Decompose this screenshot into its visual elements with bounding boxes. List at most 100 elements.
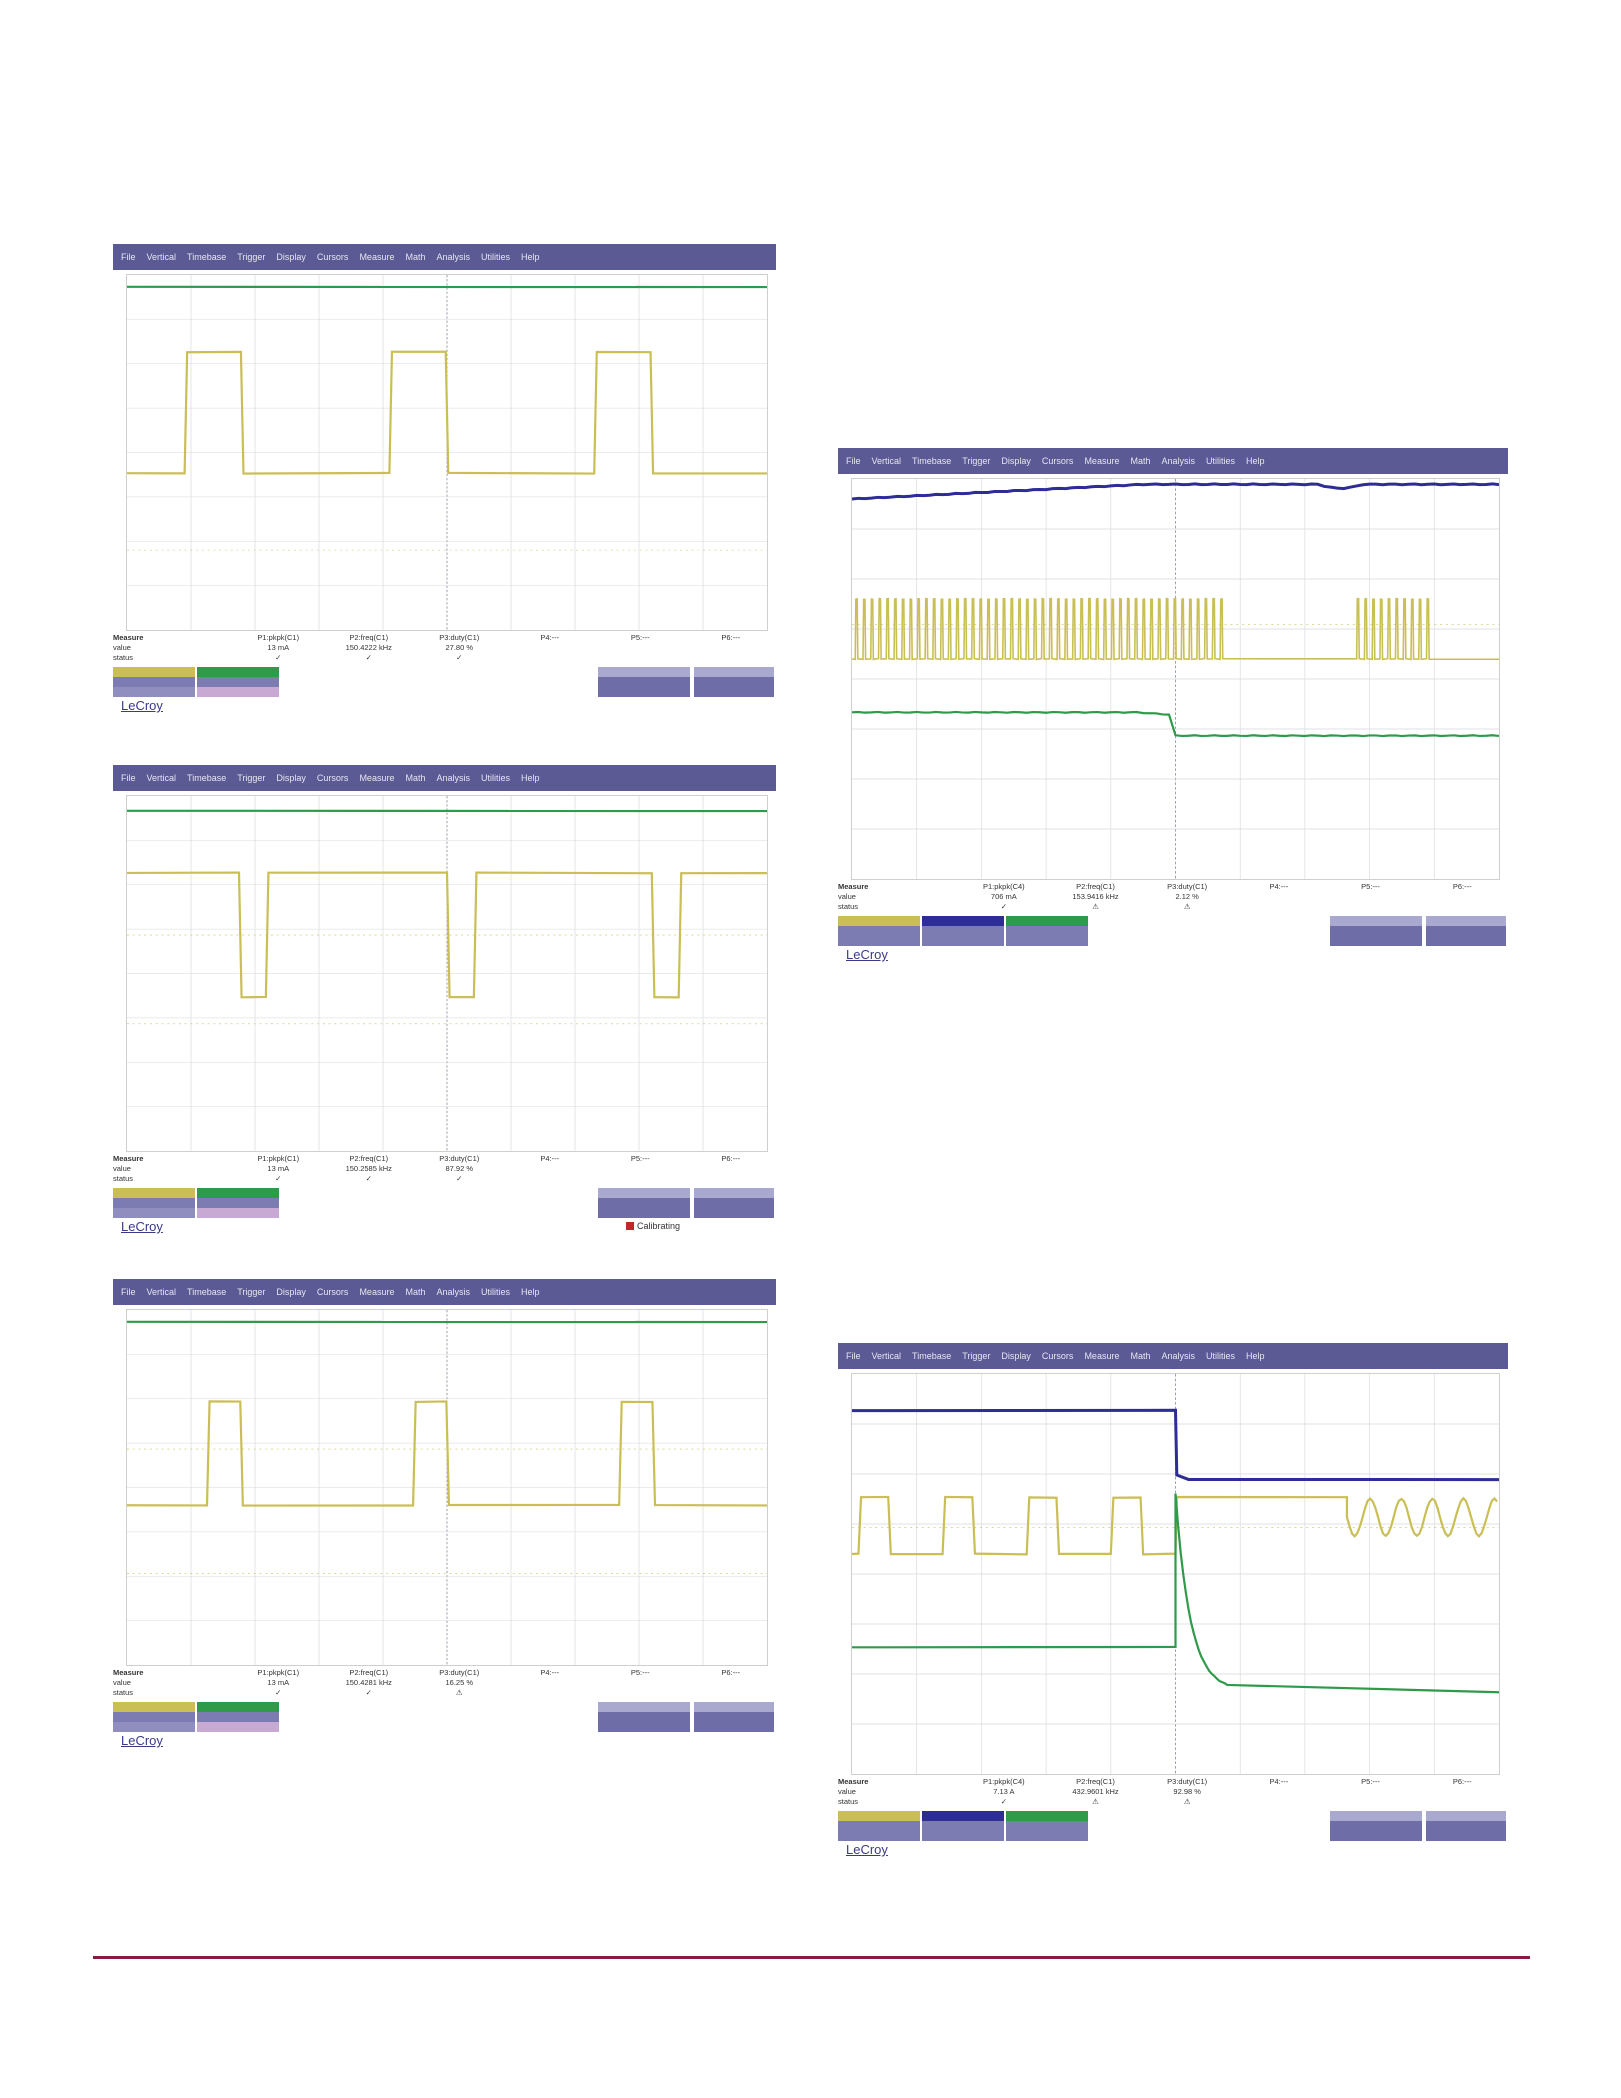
menu-item-utilities[interactable]: Utilities [480,1287,510,1297]
measure-name-cell[interactable]: P4:--- [1269,882,1289,891]
channel-descriptor-3[interactable] [1006,916,1088,946]
measure-name-cell[interactable]: P1:pkpk(C1) [257,1154,300,1163]
measure-name-cell[interactable]: P1:pkpk(C1) [257,633,300,642]
menu-item-file[interactable]: File [121,1287,136,1297]
measure-name-cell[interactable]: P1:pkpk(C1) [257,1668,300,1677]
menu-item-analysis[interactable]: Analysis [436,252,470,262]
measure-name-cell[interactable]: P2:freq(C1) [1076,1777,1115,1786]
menu-item-analysis[interactable]: Analysis [1161,456,1195,466]
menu-item-utilities[interactable]: Utilities [480,773,510,783]
trigger-descriptor[interactable] [1426,916,1506,946]
menu-item-display[interactable]: Display [1001,456,1031,466]
menu-item-utilities[interactable]: Utilities [1205,456,1235,466]
measure-name-cell[interactable]: P6:--- [1452,1777,1472,1786]
menu-item-utilities[interactable]: Utilities [480,252,510,262]
measure-name-cell[interactable]: P3:duty(C1) [1167,1777,1208,1786]
menu-item-file[interactable]: File [121,773,136,783]
menu-item-vertical[interactable]: Vertical [146,1287,177,1297]
menu-item-timebase[interactable]: Timebase [912,1351,952,1361]
menu-item-help[interactable]: Help [521,252,540,262]
trigger-descriptor[interactable] [694,1702,774,1732]
measure-name-cell[interactable]: P6:--- [721,1154,741,1163]
math-descriptor[interactable] [197,1722,279,1732]
menu-item-vertical[interactable]: Vertical [871,456,902,466]
menu-item-math[interactable]: Math [1130,456,1151,466]
math-descriptor[interactable] [197,687,279,697]
measure-name-cell[interactable]: P5:--- [630,1668,650,1677]
menu-item-help[interactable]: Help [521,1287,540,1297]
menu-item-cursors[interactable]: Cursors [316,1287,349,1297]
menu-item-cursors[interactable]: Cursors [1041,456,1074,466]
timebase-descriptor[interactable] [1330,916,1422,946]
menu-item-help[interactable]: Help [521,773,540,783]
menu-item-file[interactable]: File [121,252,136,262]
measure-name-cell[interactable]: P4:--- [540,1668,560,1677]
menu-item-vertical[interactable]: Vertical [871,1351,902,1361]
menu-item-math[interactable]: Math [405,1287,426,1297]
menu-item-help[interactable]: Help [1246,1351,1265,1361]
menu-item-measure[interactable]: Measure [359,773,395,783]
waveform-display[interactable] [851,1373,1500,1775]
menu-item-timebase[interactable]: Timebase [187,1287,227,1297]
measure-name-cell[interactable]: P2:freq(C1) [349,1154,389,1163]
menu-item-trigger[interactable]: Trigger [237,773,266,783]
measure-name-cell[interactable]: P4:--- [1269,1777,1289,1786]
menu-item-analysis[interactable]: Analysis [436,773,470,783]
menu-item-measure[interactable]: Measure [1084,456,1120,466]
menu-item-display[interactable]: Display [276,773,306,783]
zoom-descriptor[interactable] [113,1722,195,1732]
measure-name-cell[interactable]: P3:duty(C1) [439,633,480,642]
menu-item-trigger[interactable]: Trigger [962,1351,991,1361]
menu-item-help[interactable]: Help [1246,456,1265,466]
measure-name-cell[interactable]: P5:--- [630,1154,650,1163]
measure-name-cell[interactable]: P6:--- [1452,882,1472,891]
trigger-descriptor[interactable] [694,1188,774,1218]
menu-item-analysis[interactable]: Analysis [1161,1351,1195,1361]
menu-item-vertical[interactable]: Vertical [146,773,177,783]
channel-descriptor-2[interactable] [922,916,1004,946]
channel-descriptor-1[interactable] [838,1811,920,1841]
measure-name-cell[interactable]: P2:freq(C1) [349,1668,389,1677]
waveform-display[interactable] [851,478,1500,880]
zoom-descriptor[interactable] [113,1208,195,1218]
menu-item-cursors[interactable]: Cursors [316,773,349,783]
measure-name-cell[interactable]: P5:--- [1361,882,1380,891]
measure-name-cell[interactable]: P6:--- [721,1668,741,1677]
menu-item-trigger[interactable]: Trigger [962,456,991,466]
menu-item-measure[interactable]: Measure [359,1287,395,1297]
measure-name-cell[interactable]: P2:freq(C1) [1076,882,1115,891]
measure-name-cell[interactable]: P5:--- [1361,1777,1380,1786]
timebase-descriptor[interactable] [598,1702,690,1732]
menu-item-timebase[interactable]: Timebase [187,252,227,262]
menu-item-display[interactable]: Display [276,252,306,262]
measure-name-cell[interactable]: P3:duty(C1) [439,1668,480,1677]
menu-item-timebase[interactable]: Timebase [912,456,952,466]
waveform-display[interactable] [126,274,768,631]
channel-descriptor-3[interactable] [1006,1811,1088,1841]
measure-name-cell[interactable]: P4:--- [540,1154,560,1163]
math-descriptor[interactable] [197,1208,279,1218]
waveform-display[interactable] [126,795,768,1152]
menu-item-math[interactable]: Math [1130,1351,1151,1361]
menu-item-measure[interactable]: Measure [1084,1351,1120,1361]
timebase-descriptor[interactable] [1330,1811,1422,1841]
trigger-descriptor[interactable] [694,667,774,697]
menu-item-math[interactable]: Math [405,252,426,262]
menu-item-timebase[interactable]: Timebase [187,773,227,783]
menu-item-file[interactable]: File [846,1351,861,1361]
menu-item-measure[interactable]: Measure [359,252,395,262]
measure-name-cell[interactable]: P2:freq(C1) [349,633,389,642]
measure-name-cell[interactable]: P3:duty(C1) [1167,882,1208,891]
zoom-descriptor[interactable] [113,687,195,697]
measure-name-cell[interactable]: P1:pkpk(C4) [982,1777,1025,1786]
menu-item-analysis[interactable]: Analysis [436,1287,470,1297]
menu-item-cursors[interactable]: Cursors [316,252,349,262]
menu-item-vertical[interactable]: Vertical [146,252,177,262]
waveform-display[interactable] [126,1309,768,1666]
measure-name-cell[interactable]: P3:duty(C1) [439,1154,480,1163]
menu-item-trigger[interactable]: Trigger [237,252,266,262]
menu-item-display[interactable]: Display [1001,1351,1031,1361]
channel-descriptor-2[interactable] [922,1811,1004,1841]
channel-descriptor-1[interactable] [838,916,920,946]
menu-item-file[interactable]: File [846,456,861,466]
